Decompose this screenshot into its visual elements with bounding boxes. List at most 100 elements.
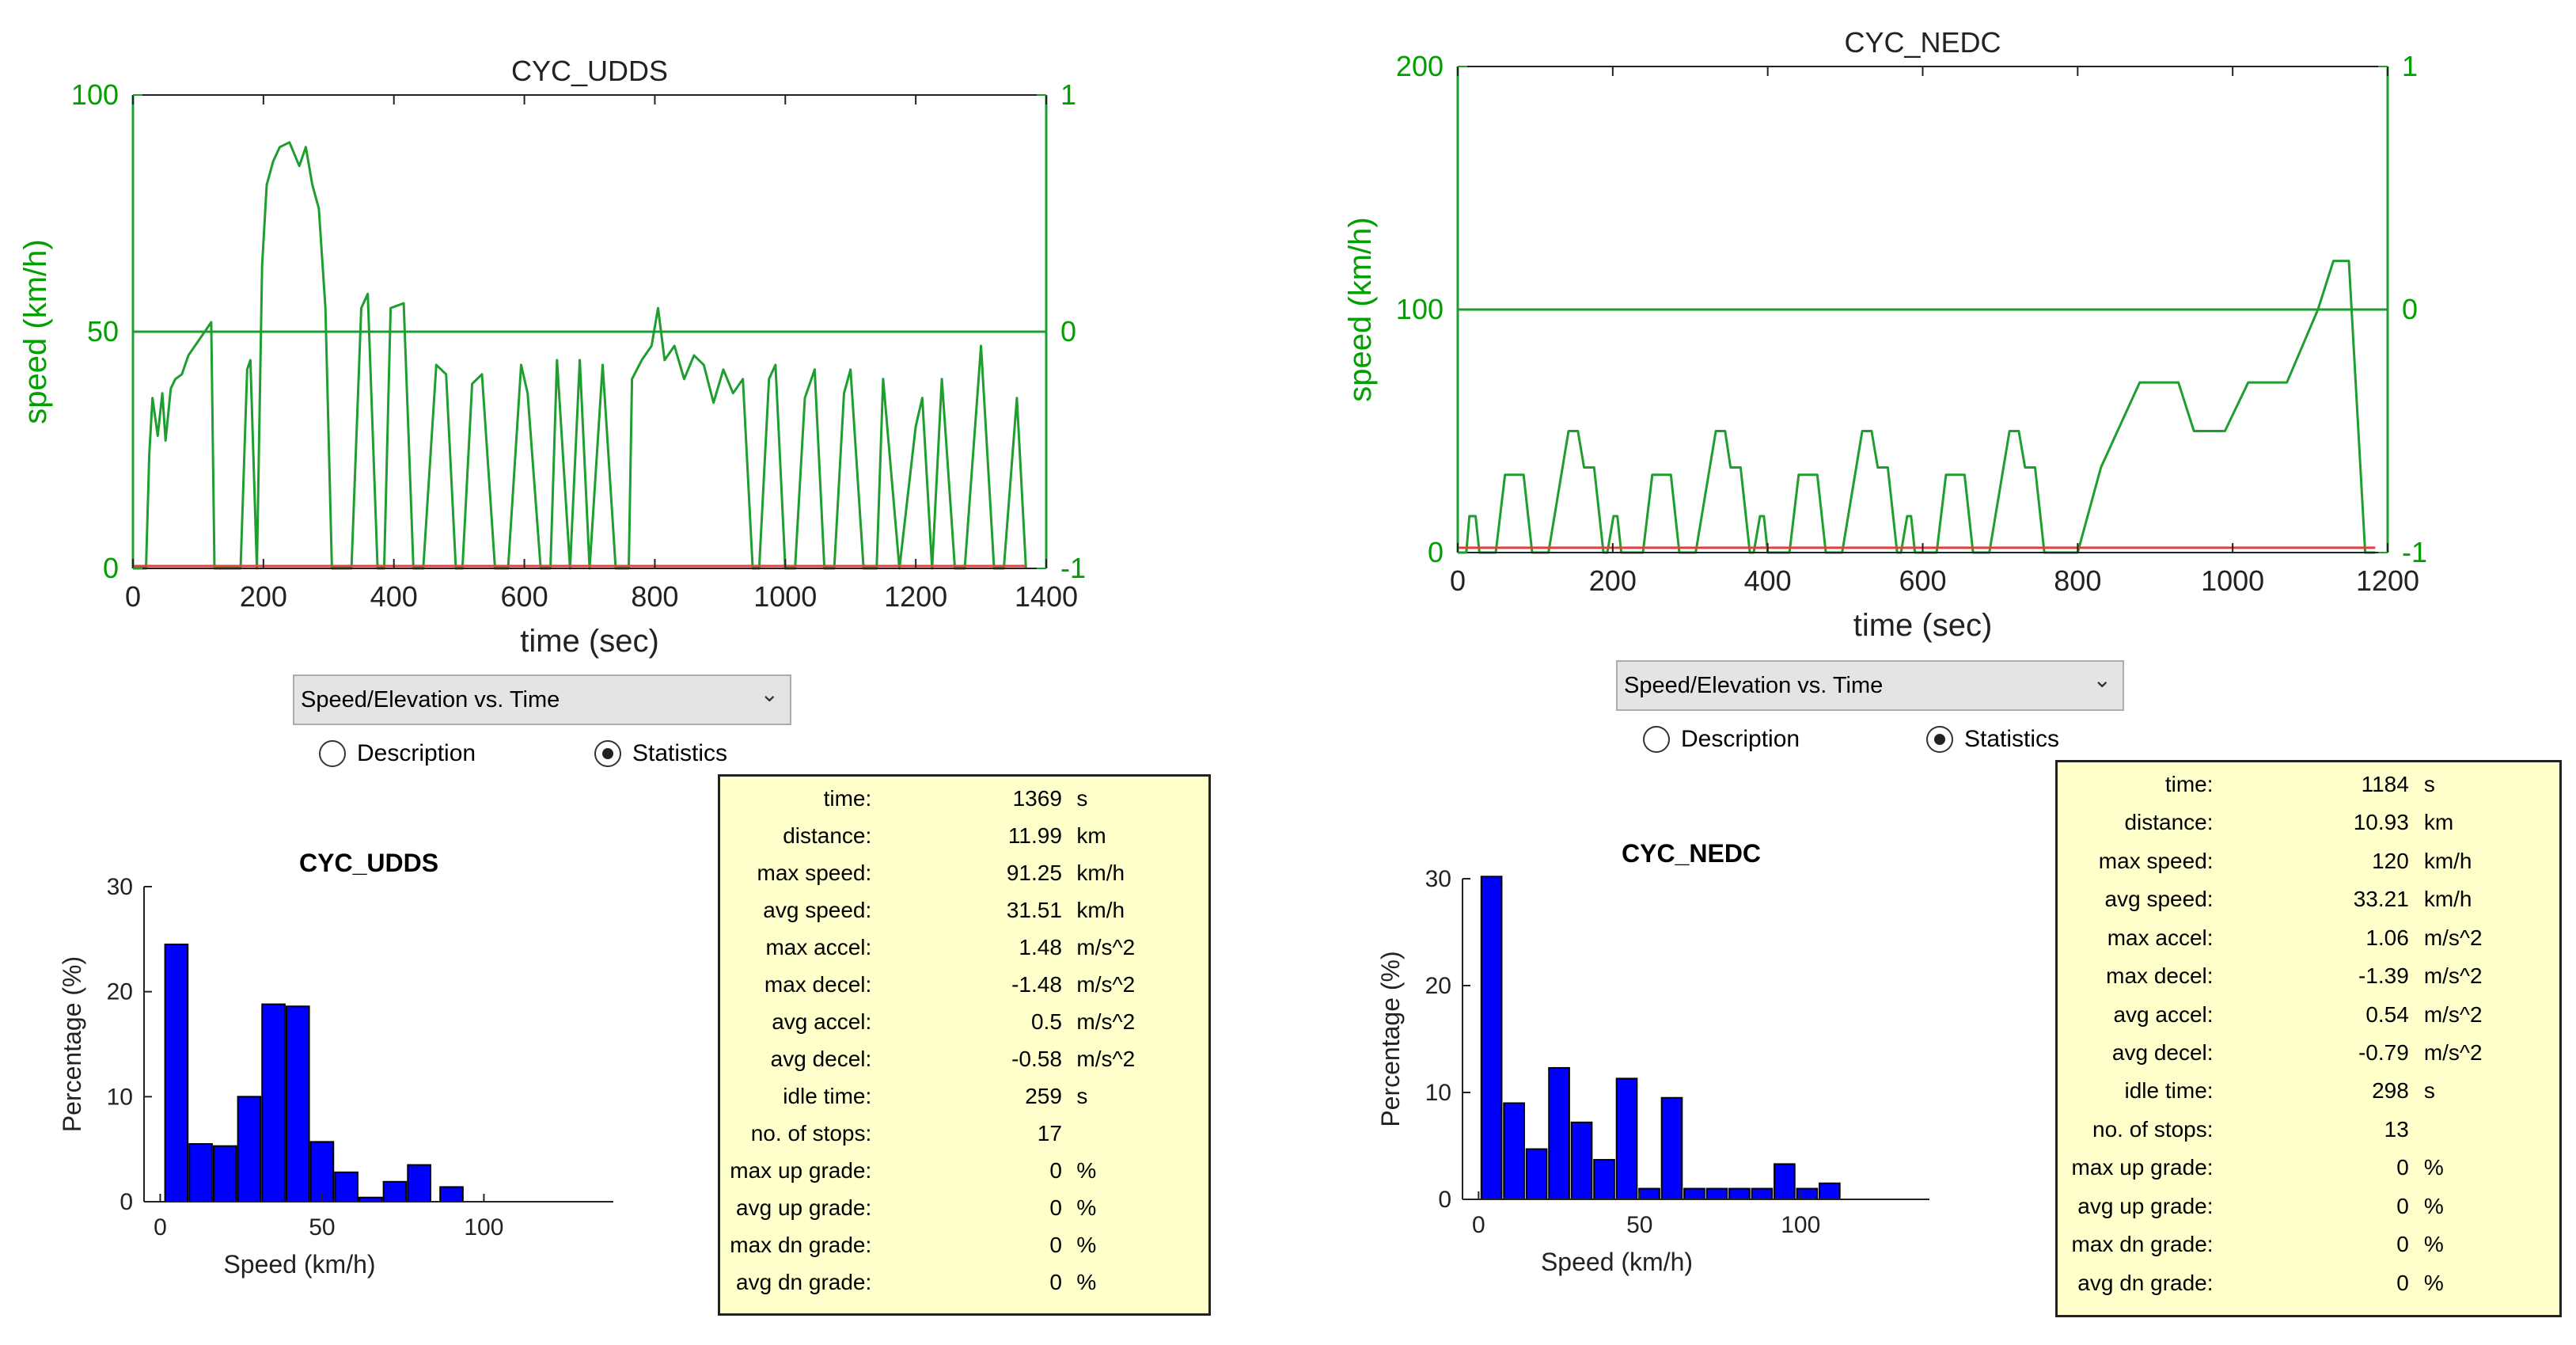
- chart-title: CYC_UDDS: [511, 55, 668, 87]
- speed-series-line: [133, 141, 1027, 570]
- stat-unit: %: [2423, 1193, 2444, 1218]
- stat-unit: %: [2423, 1155, 2444, 1180]
- stat-label: max dn grade:: [730, 1233, 872, 1257]
- histogram-bar: [1638, 1187, 1660, 1200]
- histogram-bar: [407, 1164, 431, 1203]
- stat-value: 33.21: [2353, 887, 2409, 912]
- stat-unit: %: [2423, 1270, 2444, 1295]
- histogram-bar: [1615, 1077, 1638, 1200]
- y-tick-label-left: 200: [1396, 50, 1444, 82]
- chevron-down-icon: ⌄: [760, 682, 779, 706]
- stat-value: 298: [2372, 1078, 2409, 1104]
- radio-statistics[interactable]: Statistics: [1926, 726, 2059, 753]
- histogram-bar: [212, 1145, 237, 1203]
- radio-statistics-label: Statistics: [1964, 726, 2060, 752]
- histogram-bar: [1819, 1182, 1841, 1200]
- stat-value: 31.51: [1006, 898, 1062, 922]
- histogram-title: CYC_NEDC: [1622, 839, 1762, 868]
- stat-row: avg up grade: 0%: [2058, 1194, 2559, 1225]
- y-tick-label-left: 100: [1396, 293, 1444, 325]
- histogram-bar: [334, 1171, 359, 1203]
- stat-unit: km/h: [1076, 861, 1125, 885]
- stat-value: 0: [1049, 1233, 1062, 1257]
- stat-value: 10.93: [2353, 810, 2409, 835]
- x-axis-label: time (sec): [520, 624, 659, 659]
- stat-value: 1.48: [1019, 935, 1062, 959]
- stat-unit: s: [1076, 786, 1088, 811]
- y-axis-label: Percentage (%): [1376, 951, 1405, 1127]
- radio-description[interactable]: Description: [319, 740, 476, 767]
- stat-unit: s: [2423, 772, 2435, 796]
- stat-row: avg speed: 33.21 km/h: [2058, 887, 2559, 918]
- histogram-title: CYC_UDDS: [299, 849, 439, 877]
- radio-statistics[interactable]: Statistics: [594, 740, 727, 767]
- stat-row: max accel: 1.48 m/s^2: [720, 935, 1208, 967]
- panel-nedc: 0 200 400 600 800 1000 1200 0 100 200 -1 0 1 CYC_NEDC…: [1288, 0, 2576, 1345]
- stat-unit: km: [1076, 823, 1106, 848]
- histogram-bar: [1751, 1187, 1774, 1200]
- x-tick-label: 50: [309, 1214, 335, 1241]
- histogram-udds: 0 50 100 0 10 20 30 Speed (km/h) Percentage (%): [58, 874, 613, 1279]
- stat-row: avg accel: 0.5 m/s^2: [720, 1009, 1208, 1041]
- y-tick-label-right: 0: [2402, 293, 2418, 325]
- x-tick-label: 100: [1781, 1212, 1820, 1238]
- y-tick-label-right: -1: [2402, 536, 2427, 568]
- stat-row: max up grade: 0%: [2058, 1155, 2559, 1187]
- y-tick-label-left: 0: [1428, 536, 1444, 568]
- histogram-bar: [1728, 1187, 1751, 1200]
- histogram-bar: [1525, 1148, 1548, 1201]
- stat-value: 0.54: [2365, 1001, 2409, 1027]
- stat-unit: m/s^2: [1076, 1047, 1136, 1071]
- y-tick-label: 0: [1438, 1187, 1451, 1213]
- stat-unit: %: [2423, 1232, 2444, 1257]
- stat-row: avg decel: -0.79 m/s^2: [2058, 1040, 2559, 1072]
- stat-row: avg dn grade: 0%: [2058, 1271, 2559, 1302]
- stat-row: time: 1369 s: [720, 786, 1208, 818]
- stat-label: avg decel:: [2111, 1040, 2214, 1065]
- stat-unit: m/s^2: [2423, 925, 2483, 950]
- y-tick-label-right: 0: [1060, 315, 1076, 348]
- stat-label: avg accel:: [2113, 1001, 2214, 1027]
- y-tick-label: 30: [1425, 866, 1451, 892]
- stat-label: max accel:: [2107, 925, 2214, 950]
- stat-row: avg accel: 0.54 m/s^2: [2058, 1002, 2559, 1034]
- y-tick-label-left: 50: [87, 315, 119, 348]
- stat-unit: m/s^2: [1076, 972, 1136, 997]
- stat-label: distance:: [783, 823, 872, 848]
- y-tick-label-right: 1: [2402, 50, 2418, 82]
- plot-type-dropdown[interactable]: Speed/Elevation vs. Time ⌄: [1616, 660, 2124, 711]
- y-tick-label: 10: [107, 1084, 133, 1110]
- stat-value: 120: [2372, 848, 2409, 873]
- stat-row: no. of stops: 17: [720, 1121, 1208, 1153]
- plot-type-dropdown[interactable]: Speed/Elevation vs. Time ⌄: [293, 674, 791, 725]
- stat-row: distance: 11.99 km: [720, 823, 1208, 855]
- stat-value: 0: [1049, 1195, 1062, 1220]
- stat-value: 1369: [1012, 786, 1062, 811]
- stat-unit: s: [1076, 1084, 1088, 1108]
- stat-row: max speed: 91.25 km/h: [720, 861, 1208, 892]
- y-tick-label-right: 1: [1060, 78, 1076, 111]
- stat-value: 0: [2396, 1270, 2409, 1295]
- y-tick-label: 0: [120, 1189, 133, 1215]
- histogram-bar: [1593, 1159, 1615, 1201]
- cycle-chart-udds: 0 200 400 600 800 1000 1200 1400 0 50 100 -1 0 1 CYC_U…: [18, 55, 1086, 659]
- stat-label: avg speed:: [763, 898, 872, 922]
- y-tick-label-left: 100: [71, 78, 119, 111]
- speed-series-line: [1458, 260, 2376, 554]
- stat-label: idle time:: [783, 1084, 872, 1108]
- radio-description[interactable]: Description: [1643, 726, 1800, 753]
- stat-value: 1184: [2361, 772, 2409, 796]
- stat-label: avg speed:: [2104, 887, 2214, 912]
- stat-unit: %: [1076, 1233, 1097, 1257]
- stat-value: -1.39: [2358, 963, 2409, 989]
- radio-selected-icon: [594, 740, 621, 767]
- stat-row: avg dn grade: 0%: [720, 1270, 1208, 1301]
- stat-value: 1.06: [2365, 925, 2409, 950]
- x-tick-label: 600: [501, 580, 548, 613]
- x-tick-label: 0: [125, 580, 141, 613]
- y-tick-label-left: 0: [103, 552, 119, 584]
- x-tick-label: 1200: [884, 580, 947, 613]
- histogram-bar: [285, 1005, 310, 1203]
- x-axis-label: Speed (km/h): [223, 1250, 375, 1279]
- radio-selected-icon: [1926, 726, 1953, 753]
